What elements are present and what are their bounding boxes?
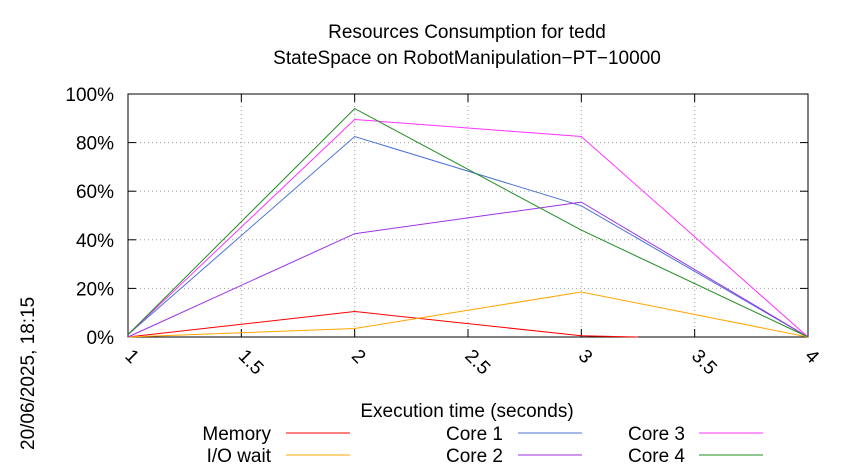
legend-label: Memory: [202, 424, 271, 445]
y-tick-label: 60%: [76, 182, 114, 203]
x-tick-label: 2.5: [460, 346, 494, 380]
legend-label: Core 1: [446, 424, 503, 445]
y-tick-label: 80%: [76, 134, 114, 155]
y-tick-label: 0%: [87, 328, 115, 349]
series-line-memory: [127, 310, 639, 338]
legend-label: Core 3: [628, 424, 685, 445]
series-line-core-4: [127, 107, 809, 338]
y-tick-label: 100%: [65, 85, 114, 106]
grid: [128, 94, 808, 337]
y-tick-label: 40%: [76, 231, 114, 252]
timestamp: 20/06/2025, 18:15: [18, 297, 39, 450]
legend-label: Core 2: [446, 446, 503, 467]
series-line-core-3: [127, 118, 809, 338]
series-lines: [127, 107, 809, 338]
x-axis-label: Execution time (seconds): [360, 401, 573, 422]
chart-title-line-1: Resources Consumption for tedd: [328, 22, 606, 43]
x-tick-label: 1.5: [234, 346, 268, 380]
x-tick-label: 2: [347, 346, 369, 368]
x-tick-label: 3.5: [687, 346, 721, 380]
x-tick-label: 3: [574, 346, 596, 368]
x-tick-label: 4: [800, 346, 823, 369]
chart-title-line-2: StateSpace on RobotManipulation−PT−10000: [273, 48, 661, 69]
x-tick-labels: 1 1.5 2 2.5 3 3.5 4: [120, 346, 823, 380]
series-line-core-2: [127, 201, 809, 338]
legend-label: Core 4: [628, 446, 685, 467]
series-line-core-1: [127, 135, 809, 338]
series-line-i-o-wait: [127, 291, 809, 338]
y-tick-labels: 0% 20% 40% 60% 80% 100%: [65, 85, 114, 349]
x-tick-label: 1: [120, 346, 142, 368]
legend-label: I/O wait: [207, 446, 272, 467]
y-tick-label: 20%: [76, 279, 114, 300]
